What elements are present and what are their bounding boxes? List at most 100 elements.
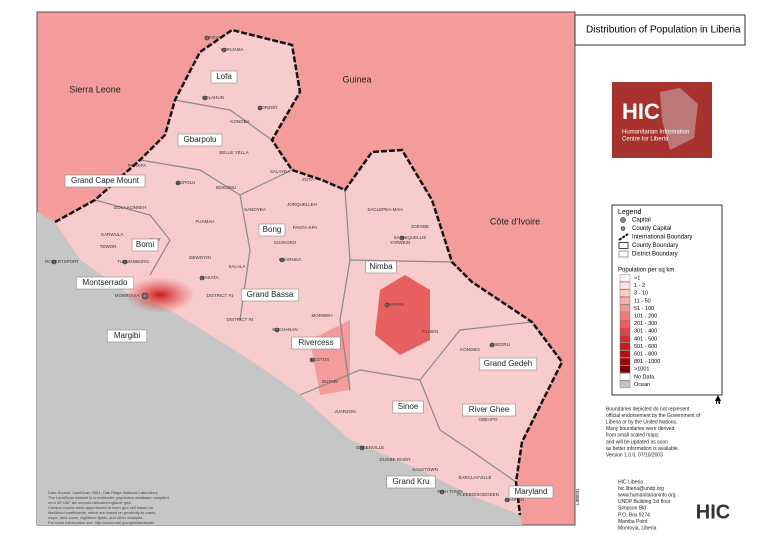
liberia [55,30,562,515]
legend-item: Capital [632,218,651,224]
district-label: SUAKOKO [274,240,297,245]
county-capital-marker [199,275,205,281]
legend-class: 801 - 1000 [634,359,660,365]
place-label: ZWEDRU [490,342,510,347]
county-capital-marker [122,259,128,265]
monrovia-density [125,277,195,313]
county-label-box [75,276,135,290]
county-label: Nimba [369,262,393,271]
place-label: ROBERTSPORT [45,259,79,264]
legend-swatch [619,327,631,335]
county-capital-marker [257,105,263,111]
county-capital-marker [359,445,365,451]
county-label-box [210,70,238,84]
county-label-box [131,238,159,252]
map-title: Distribution of Population in Liberia [586,25,741,36]
legend-symbol [618,242,629,249]
place-label: GREENVILLE [356,445,384,450]
district-label: MORWEH [312,313,333,318]
district-label: PANTA-KPA [293,225,318,230]
legend-class: 101 - 200 [634,313,657,319]
legend-title: Legend [618,209,641,216]
legend-box [611,204,723,396]
legend-swatch [619,373,631,381]
county-label: Sinoe [398,402,419,411]
source-line: Data Source: LandScan 2001, Oak Ridge Na… [48,490,158,495]
legend-swatch [619,289,631,297]
district-label: JUARZON [334,409,355,414]
contact-line: www.humanitarianinfo.org [618,493,676,499]
district-label: JOEGBE [411,224,429,229]
district-label: KONOBO [460,347,480,352]
legend-class: 1 - 2 [634,283,645,289]
district-label: PORKPA [128,163,146,168]
district-label: TEWOR [100,244,117,249]
district-label: FUAMAH [196,219,215,224]
county-capital-marker [204,35,210,41]
county-label-box [478,357,538,371]
source-line: on a 30"x30" arc second latitude/longitu… [48,500,132,505]
county-label: Montserrado [83,278,128,287]
legend-swatch [619,297,631,305]
district-label: SASSTOWN [412,467,438,472]
county-label: Grand Bassa [247,290,294,299]
legend-swatch [619,304,631,313]
contact-line: Mamba Point [618,519,648,525]
legend-class: >1001 [634,367,649,373]
county-label: River Ghee [469,405,510,414]
county-label-box [386,475,436,489]
county-label: Lofa [216,72,232,81]
county-capital-marker [202,95,208,101]
county-label-box [462,403,516,417]
county-label: Bong [263,225,282,234]
legend-swatch [619,342,631,351]
legend-subtitle: Population per sq km [618,268,674,274]
legend-swatch [619,335,631,343]
county-label-box [508,485,554,499]
place-label: CESTOS [311,357,329,362]
county-capital-marker [274,327,280,333]
county-label-box [240,288,300,302]
place-label: FISH TOWN [437,489,462,494]
county-capital-marker [309,357,315,363]
county-label-box [365,260,397,274]
district-label: DISTRICT #1 [207,293,234,298]
county-capital-marker [51,259,57,265]
county-label-box [392,400,424,414]
country-label: Sierra Leone [69,84,121,94]
legend-class: 3 - 10 [634,291,648,297]
north-arrow-head [715,395,721,401]
district-label: GARWULA [101,232,124,237]
county-label: Grand Kru [393,477,430,486]
place-label: MONROVIA [115,293,140,298]
district-label: ZOTA [302,177,314,182]
legend-class: Ocean [634,382,650,388]
district-label: SALAYEA [270,169,290,174]
legend-swatch [619,380,631,389]
legend-swatch [619,319,631,328]
county-capital-marker [439,489,445,495]
county-boundaries [94,99,533,483]
place-label: TUBMANBURG [117,259,150,264]
district-label: GOLA KONNEH [114,205,147,210]
legend-swatch [619,365,631,373]
legend-class: 201 - 300 [634,321,657,327]
contact-box [612,470,738,536]
place-label: FOYA [209,35,221,40]
disclaimer-line: Boundaries depicted do not represent [606,406,690,412]
disclaimer-line: from small scaled maps [606,433,659,439]
logo-line: Humanitarian Information [622,130,689,136]
capital-marker [141,292,149,300]
legend-item: District Boundary [632,252,678,258]
place-label: KOLAHUN [202,95,224,100]
country-label: Guinea [342,74,371,84]
logo: HIC Humanitarian Information Centre for … [612,82,712,158]
contact-line: HIC Liberia [618,479,643,485]
contact-line: Simpson Bld [618,506,646,512]
district-label: PLEEBO/SODOKEN [457,492,499,497]
nimba-density [375,275,430,355]
district-label: DEWOYIN [189,255,211,260]
logo-line: Centre for Liberia [622,137,669,143]
legend-symbol [620,226,626,231]
